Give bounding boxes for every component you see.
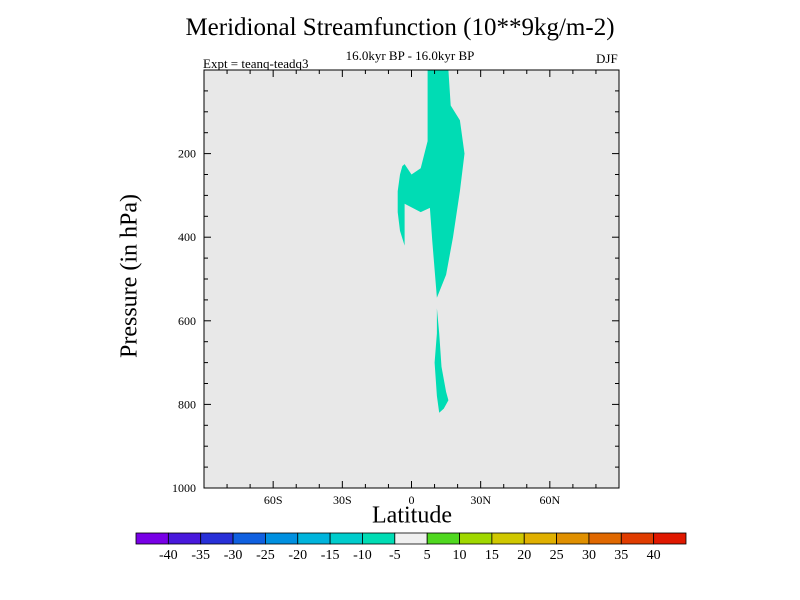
colorbar-swatch xyxy=(556,532,590,545)
colorbar-label: 10 xyxy=(453,548,467,563)
x-axis-label: Latitude xyxy=(372,502,452,529)
colorbar-swatch xyxy=(394,532,428,545)
colorbar-swatch xyxy=(297,532,331,545)
colorbar-swatch xyxy=(265,532,299,545)
colorbar-label: 20 xyxy=(517,548,531,563)
colorbar-label: 30 xyxy=(582,548,596,563)
colorbar-label: -10 xyxy=(353,548,372,563)
colorbar-swatch xyxy=(491,532,525,545)
colorbar-swatch xyxy=(588,532,622,545)
colorbar-label: 35 xyxy=(614,548,628,563)
colorbar-label: 25 xyxy=(550,548,564,563)
chart-title: Meridional Streamfunction (10**9kg/m-2) xyxy=(185,14,615,41)
x-tick-label: 60N xyxy=(539,493,560,507)
colorbar-swatch xyxy=(200,532,234,545)
y-tick-label: 800 xyxy=(178,397,196,411)
colorbar-swatch xyxy=(232,532,266,545)
contour-regions xyxy=(397,70,465,413)
colorbar-swatch xyxy=(167,532,202,545)
colorbar-swatch xyxy=(620,532,655,545)
season-label: DJF xyxy=(596,51,618,66)
chart-subtitle: 16.0kyr BP - 16.0kyr BP xyxy=(345,48,475,63)
contour-region-1 xyxy=(397,70,465,298)
colorbar-swatch xyxy=(329,532,363,545)
colorbar-swatch xyxy=(653,532,687,545)
colorbar-label: -40 xyxy=(159,548,178,563)
colorbar-label: -20 xyxy=(288,548,307,563)
colorbar-label: -5 xyxy=(389,548,401,563)
colorbar-label: -30 xyxy=(224,548,243,563)
colorbar-label: 15 xyxy=(485,548,499,563)
colorbar-swatch xyxy=(523,532,557,545)
x-tick-label: 0 xyxy=(409,493,415,507)
colorbar-label: -35 xyxy=(191,548,210,563)
x-tick-label: 30S xyxy=(333,493,352,507)
colorbar-swatch xyxy=(459,532,493,545)
colorbar: -40 -35 -30 -25 -20 -15 -10 -5 5 10 15 20 25 30 35 40 xyxy=(135,532,687,563)
y-tick-label: 600 xyxy=(178,314,196,328)
colorbar-swatch xyxy=(426,532,460,545)
x-tick-label: 30N xyxy=(470,493,491,507)
plot-area xyxy=(204,70,619,488)
experiment-label: Expt = teanq-teadq3 xyxy=(203,56,309,71)
x-tick-label: 60S xyxy=(264,493,283,507)
colorbar-swatch xyxy=(135,532,169,545)
colorbar-label: 40 xyxy=(647,548,661,563)
y-tick-label: 200 xyxy=(178,147,196,161)
axis-ticks: 60S 30S 0 30N 60N 200 400 600 800 1000 xyxy=(172,70,619,507)
y-tick-label: 400 xyxy=(178,230,196,244)
colorbar-label: -15 xyxy=(321,548,340,563)
contour-region-2 xyxy=(434,308,449,413)
colorbar-label: -25 xyxy=(256,548,275,563)
colorbar-label: 5 xyxy=(424,548,431,563)
colorbar-swatch xyxy=(362,532,396,545)
y-tick-label: 1000 xyxy=(172,481,196,495)
